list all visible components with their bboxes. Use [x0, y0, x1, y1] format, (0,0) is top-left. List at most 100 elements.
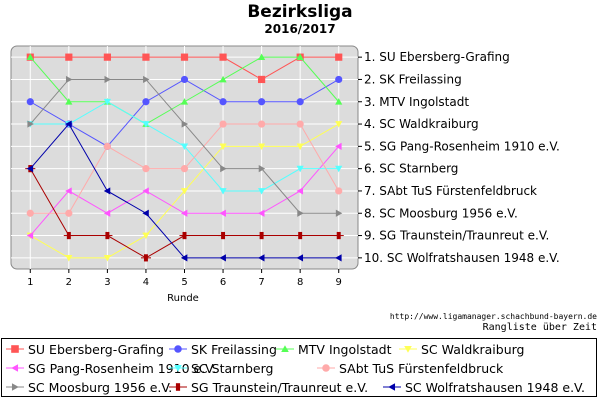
- data-point: [258, 254, 265, 262]
- data-point: [258, 53, 266, 61]
- data-point: [335, 187, 343, 195]
- data-point: [333, 231, 344, 240]
- data-point: [103, 53, 111, 61]
- data-point: [26, 98, 34, 106]
- legend-swatch-marker: [11, 364, 19, 372]
- legend-label: MTV Ingolstadt: [298, 341, 392, 357]
- data-point: [142, 98, 150, 106]
- legend-label: SC Moosburg 1956 e.V.: [28, 379, 173, 395]
- series-sc-wolfratshausen-1948-e-v-: [26, 120, 342, 262]
- legend-swatch: [276, 345, 294, 353]
- data-point: [65, 53, 73, 61]
- chart-caption: Rangliste über Zeit: [482, 322, 597, 333]
- data-point: [180, 75, 189, 84]
- legend-item: MTV Ingolstadt: [275, 340, 392, 358]
- legend-item: SC Waldkraiburg: [398, 340, 525, 358]
- data-point: [335, 98, 343, 105]
- source-url[interactable]: http://www.ligamanager.schachbund-bayern…: [389, 312, 597, 321]
- data-point: [142, 53, 150, 61]
- legend-swatch-marker: [388, 383, 396, 391]
- data-point: [219, 98, 227, 106]
- legend-swatch-marker: [174, 364, 182, 372]
- data-point: [219, 120, 227, 128]
- data-point: [335, 121, 343, 128]
- x-tick-label: 5: [181, 277, 187, 288]
- data-point: [295, 231, 306, 240]
- data-point: [219, 143, 227, 150]
- chart-subtitle: 2016/2017: [264, 22, 336, 36]
- legend-item: SU Ebersberg-Grafing: [5, 340, 164, 358]
- data-point: [63, 231, 74, 240]
- data-point: [142, 209, 149, 217]
- rank-label: 3. MTV Ingolstadt: [364, 95, 469, 109]
- data-point: [103, 187, 111, 195]
- data-point: [180, 53, 189, 61]
- data-point: [258, 75, 266, 84]
- data-point: [143, 75, 150, 84]
- data-point: [65, 120, 72, 128]
- rank-label: 1. SU Ebersberg-Grafing: [364, 50, 510, 64]
- legend-label: SG Pang-Rosenheim 1910 e.V.: [28, 360, 217, 376]
- data-point: [258, 188, 266, 195]
- data-point: [296, 98, 304, 106]
- data-point: [258, 120, 266, 128]
- data-point: [335, 142, 342, 150]
- legend-label: SAbt TuS Fürstenfeldbruck: [339, 360, 504, 376]
- data-point: [179, 231, 190, 240]
- data-point: [180, 98, 189, 105]
- series-sabt-tus-f-rstenfeldbruck: [26, 120, 343, 217]
- legend: SU Ebersberg-Grafing SK Freilassing MTV In…: [1, 338, 597, 397]
- data-point: [258, 209, 265, 217]
- legend-swatch-marker: [11, 345, 19, 353]
- data-point: [65, 75, 73, 84]
- x-tick-label: 6: [220, 277, 226, 288]
- data-point: [335, 53, 343, 61]
- legend-swatch: [6, 383, 24, 391]
- legend-swatch: [6, 345, 24, 353]
- data-point: [180, 209, 188, 217]
- rank-label-list: 1. SU Ebersberg-Grafing 2. SK Freilassin…: [358, 50, 560, 265]
- x-tick-label: 2: [66, 277, 72, 288]
- legend-swatch: [383, 383, 401, 391]
- legend-item: SG Traunstein/Traunreut e.V.: [168, 378, 368, 396]
- rank-label: 8. SC Moosburg 1956 e.V.: [364, 206, 518, 220]
- data-point: [65, 254, 73, 262]
- data-point: [142, 187, 149, 195]
- legend-swatch: [6, 364, 24, 372]
- data-point: [256, 231, 267, 240]
- data-point: [296, 53, 304, 61]
- legend-swatch: [317, 364, 335, 372]
- data-point: [26, 165, 34, 173]
- data-point: [26, 53, 34, 61]
- data-point: [26, 231, 34, 240]
- legend-label: SK Freilassing: [191, 341, 277, 357]
- rank-label: 10. SC Wolfratshausen 1948 e.V.: [364, 251, 560, 265]
- data-point: [335, 209, 343, 217]
- legend-item: SAbt TuS Fürstenfeldbruck: [316, 359, 503, 377]
- data-point: [180, 165, 189, 173]
- data-point: [258, 98, 266, 106]
- data-point: [219, 53, 227, 61]
- data-point: [296, 187, 304, 195]
- legend-swatch: [169, 383, 187, 391]
- rank-label: 7. SAbt TuS Fürstenfeldbruck: [364, 184, 537, 198]
- x-tick-label: 9: [336, 277, 342, 288]
- data-point: [27, 120, 34, 128]
- data-point: [296, 254, 304, 262]
- legend-label: SG Traunstein/Traunreut e.V.: [191, 379, 369, 395]
- legend-item: SC Moosburg 1956 e.V.: [5, 378, 172, 396]
- x-tick-label: 3: [104, 277, 110, 288]
- data-point: [296, 165, 304, 173]
- legend-item: SG Pang-Rosenheim 1910 e.V.: [5, 359, 216, 377]
- data-point: [297, 209, 304, 217]
- x-tick-label: 8: [297, 277, 303, 288]
- data-point: [142, 165, 150, 173]
- x-axis: 1 2 3 4 5 6 7 8 9: [27, 269, 342, 288]
- data-point: [103, 209, 111, 217]
- x-tick-label: 1: [27, 277, 33, 288]
- data-point: [219, 209, 226, 217]
- data-point: [65, 98, 73, 105]
- legend-swatch: [169, 345, 187, 353]
- data-point: [258, 165, 266, 173]
- data-point: [335, 165, 343, 173]
